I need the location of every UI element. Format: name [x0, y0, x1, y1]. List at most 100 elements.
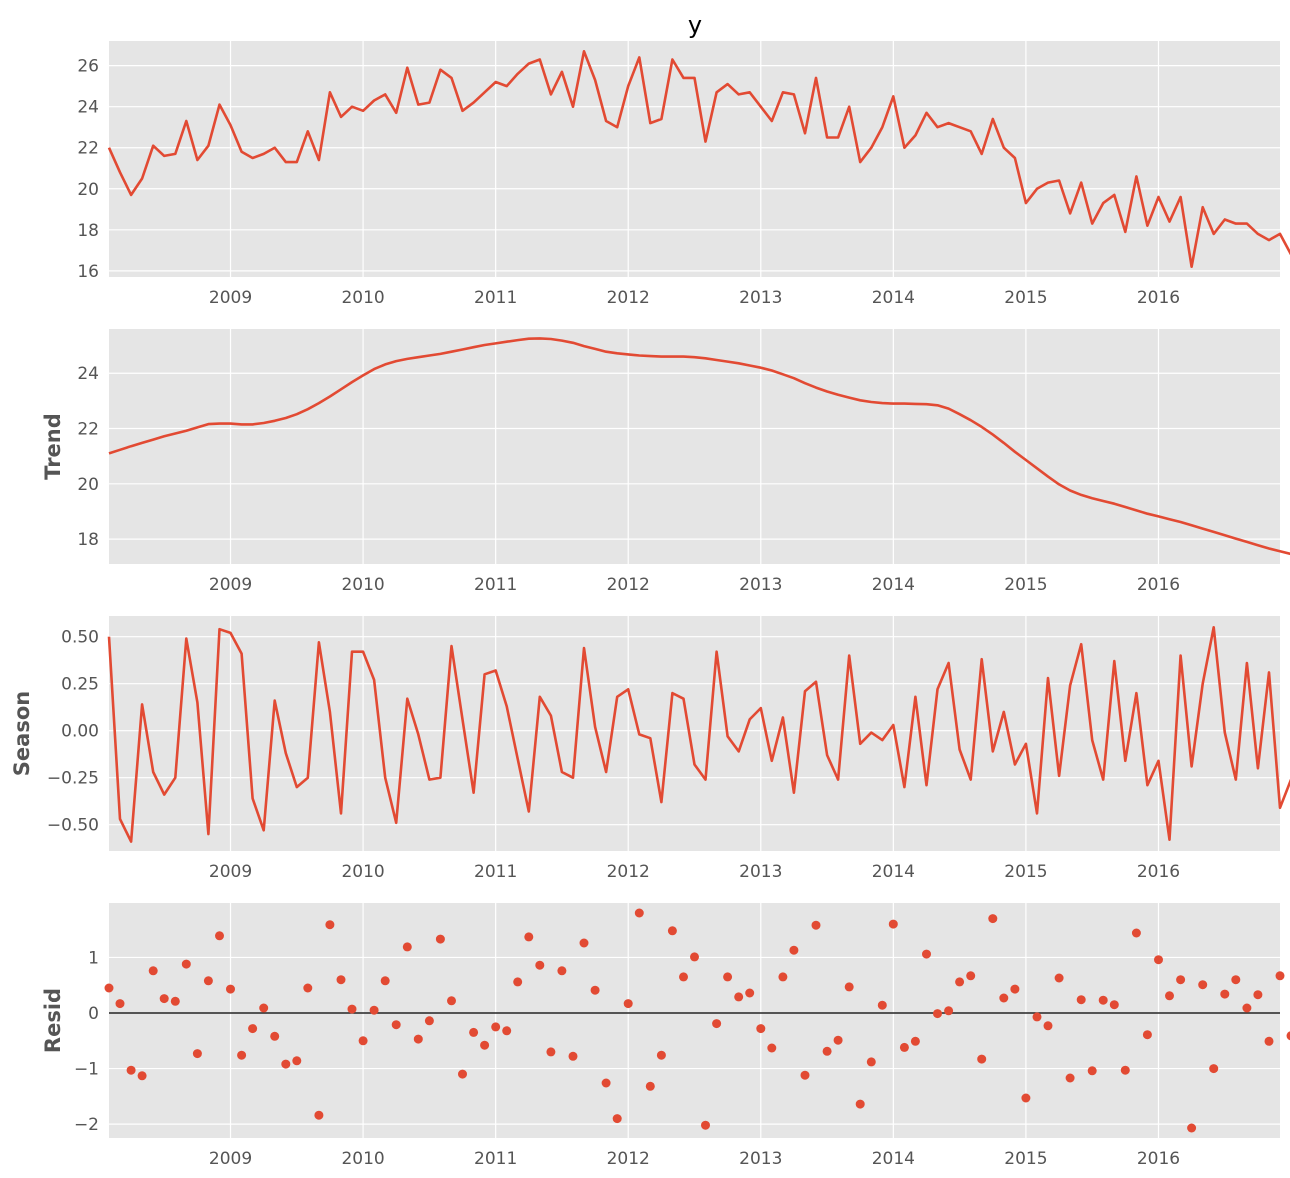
resid-xtick-label: 2016 [1137, 1149, 1180, 1169]
resid-point [126, 1065, 136, 1075]
resid-point [1054, 973, 1064, 983]
resid-point [723, 972, 733, 982]
resid-point [524, 932, 534, 942]
observed-ytick-label: 26 [77, 57, 99, 77]
season-xtick-label: 2009 [209, 862, 252, 882]
resid-point [656, 1050, 666, 1060]
season-xtick-label: 2016 [1137, 862, 1180, 882]
observed-xtick-label: 2016 [1137, 288, 1180, 308]
resid-xtick-label: 2014 [872, 1149, 915, 1169]
trend-series-layer [108, 337, 1290, 556]
resid-point [1253, 990, 1263, 1000]
resid-point [1176, 975, 1186, 985]
resid-point [1209, 1064, 1219, 1074]
resid-point [458, 1069, 467, 1079]
observed-panel: 2009 2010 2011 2012 2013 2014 2015 2016 16 18 20 22… [77, 41, 1290, 308]
resid-point [667, 926, 677, 936]
trend-plot-area [109, 329, 1280, 564]
resid-point [424, 1016, 434, 1026]
resid-point [745, 988, 755, 998]
resid-ylabel: Resid [41, 988, 65, 1053]
observed-ytick-label: 20 [77, 180, 99, 200]
observed-xtick-label: 2012 [607, 288, 650, 308]
resid-point [844, 982, 854, 992]
resid-point [391, 1020, 401, 1030]
season-ytick-label: −0.25 [47, 769, 99, 789]
observed-ytick-label: 24 [77, 98, 99, 118]
season-xtick-label: 2012 [607, 862, 650, 882]
resid-plot-area [109, 903, 1280, 1138]
resid-point [292, 1056, 302, 1066]
resid-point [1010, 984, 1020, 994]
resid-point [469, 1027, 479, 1037]
resid-point [325, 920, 335, 930]
resid-point [1198, 980, 1208, 990]
resid-point [1231, 975, 1241, 985]
resid-point [855, 1099, 865, 1109]
resid-point [1165, 991, 1174, 1001]
resid-point [1275, 971, 1285, 981]
resid-point [170, 996, 180, 1006]
observed-ytick-label: 22 [77, 139, 99, 159]
season-tick-labels: 2009 2010 2011 2012 2013 2014 2015 2016 −0.50 −0.… [47, 628, 1180, 882]
resid-point [579, 938, 589, 948]
resid-xtick-label: 2009 [209, 1149, 252, 1169]
trend-xtick-label: 2014 [872, 575, 915, 595]
resid-point [568, 1051, 578, 1061]
resid-point [447, 996, 456, 1006]
resid-point [1098, 995, 1108, 1005]
resid-ytick-label: −1 [74, 1060, 99, 1080]
trend-xtick-label: 2015 [1004, 575, 1047, 595]
resid-point [701, 1120, 710, 1130]
resid-point [137, 1071, 147, 1081]
resid-point [270, 1031, 280, 1041]
season-line [107, 625, 1290, 843]
resid-point [1109, 1000, 1119, 1010]
resid-ytick-label: 1 [88, 948, 99, 968]
resid-point [955, 977, 965, 987]
resid-point [1120, 1065, 1130, 1075]
trend-ylabel: Trend [41, 413, 65, 480]
resid-point [413, 1034, 423, 1044]
resid-point [480, 1040, 490, 1050]
season-ytick-label: 0.00 [61, 722, 99, 742]
resid-point [303, 983, 313, 993]
season-xtick-label: 2014 [872, 862, 915, 882]
resid-ytick-label: 0 [88, 1004, 99, 1024]
resid-xtick-label: 2012 [607, 1149, 650, 1169]
resid-point [645, 1081, 655, 1091]
resid-point [491, 1022, 501, 1032]
resid-point [899, 1042, 909, 1052]
season-xtick-label: 2013 [739, 862, 782, 882]
resid-tick-labels: 2009 2010 2011 2012 2013 2014 2015 2016 −2 −1 0 1 [74, 948, 1180, 1169]
resid-point [215, 931, 224, 941]
observed-ytick-label: 18 [77, 221, 99, 241]
resid-point [910, 1036, 920, 1046]
resid-point [148, 966, 158, 976]
observed-tick-labels: 2009 2010 2011 2012 2013 2014 2015 2016 16 18 20 22… [77, 57, 1180, 308]
trend-xtick-label: 2012 [607, 575, 650, 595]
resid-point [513, 977, 523, 987]
resid-point [1154, 955, 1163, 965]
trend-xtick-label: 2013 [739, 575, 782, 595]
resid-point [248, 1024, 258, 1034]
trend-xtick-label: 2010 [341, 575, 384, 595]
season-xtick-label: 2015 [1004, 862, 1047, 882]
resid-point [922, 949, 931, 959]
trend-gridlines [109, 329, 1280, 564]
trend-xtick-label: 2016 [1137, 575, 1180, 595]
resid-panel: 2009 2010 2011 2012 2013 2014 2015 2016 −2 −1 0 1 R… [41, 903, 1290, 1169]
resid-point [226, 984, 235, 994]
resid-point [380, 976, 390, 986]
season-ytick-label: 0.50 [61, 628, 99, 648]
resid-point [1043, 1021, 1053, 1031]
season-panel: 2009 2010 2011 2012 2013 2014 2015 2016 −0.50 −0.… [10, 616, 1290, 882]
season-ytick-label: −0.50 [47, 816, 99, 836]
resid-point [1087, 1066, 1097, 1076]
trend-ytick-label: 18 [77, 530, 99, 550]
trend-line [108, 337, 1290, 556]
resid-point [1286, 1031, 1290, 1041]
resid-point [546, 1047, 556, 1057]
resid-xtick-label: 2010 [341, 1149, 384, 1169]
resid-point [977, 1054, 987, 1064]
